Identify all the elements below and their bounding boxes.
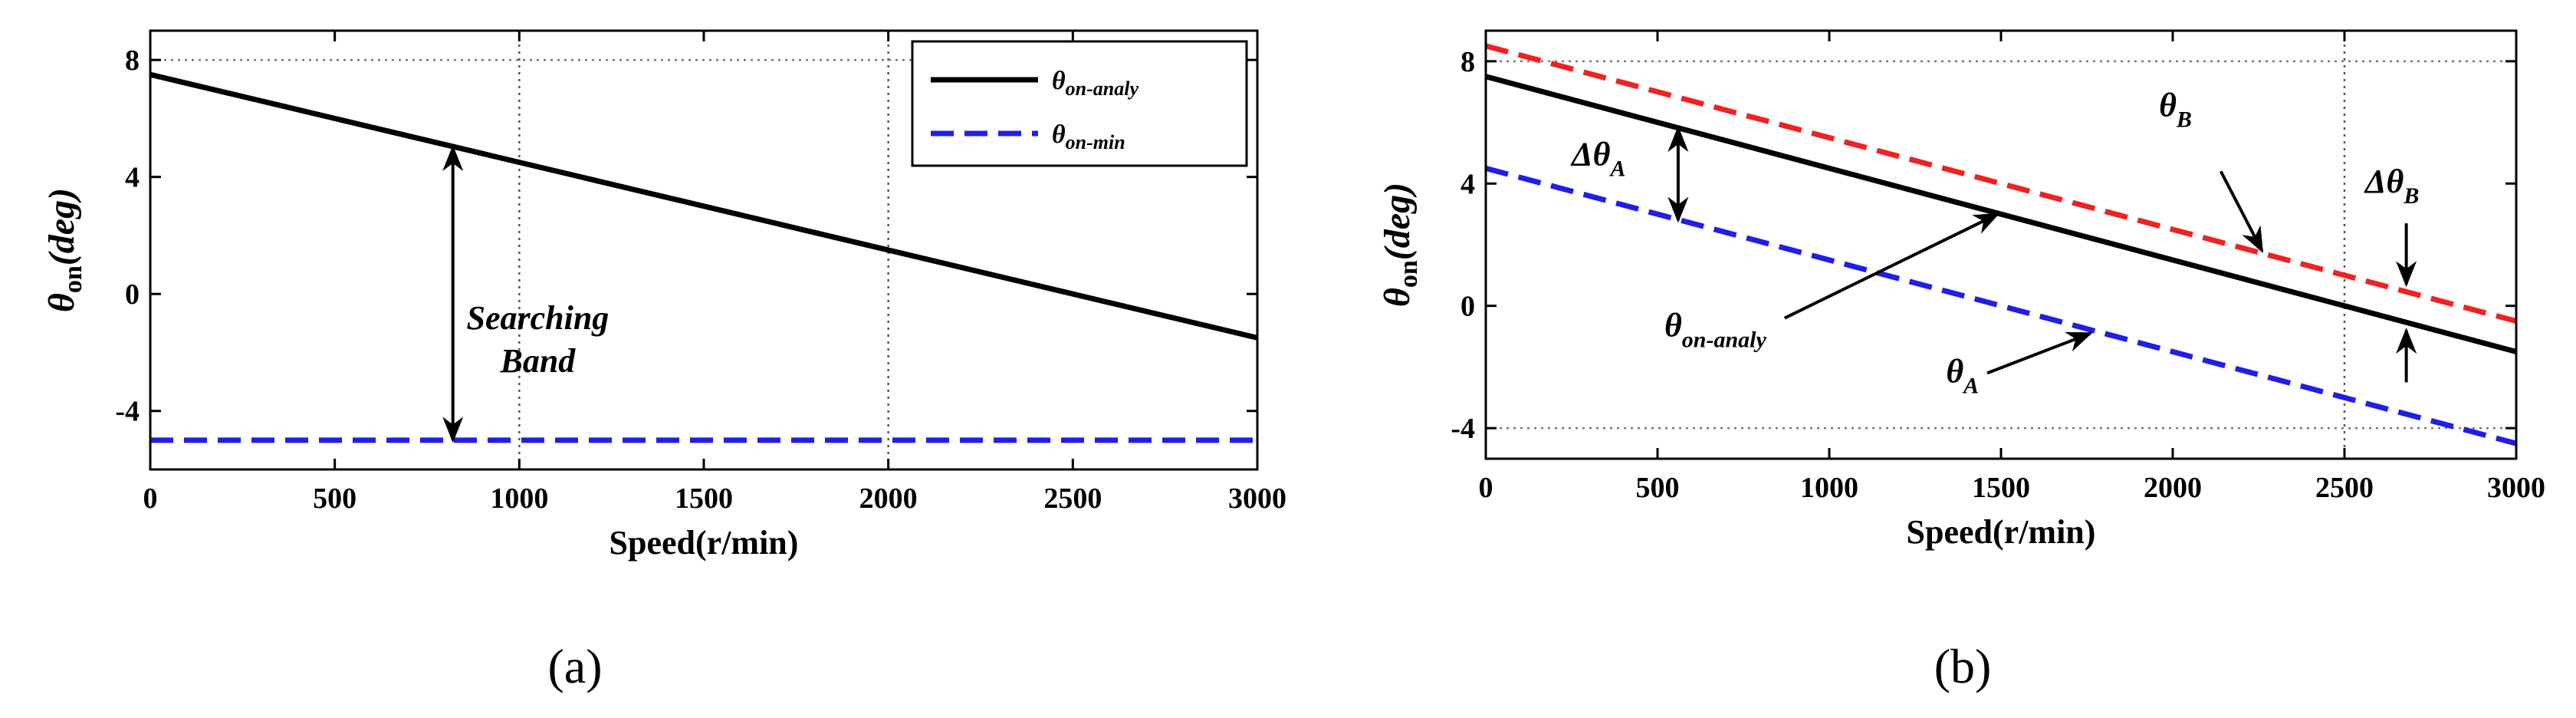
annotation-text: θA bbox=[1946, 352, 1979, 398]
plot-frame bbox=[1484, 29, 2518, 460]
chart-b: 0 500 1000 1500 2000 2500 3000-4048Speed(r/min… bbox=[1377, 29, 2545, 693]
y-tick-label: 0 bbox=[1460, 291, 1475, 323]
panel-label: (a) bbox=[547, 639, 602, 693]
annotation-text: ΔθA bbox=[1570, 135, 1625, 181]
annotation-text: θon-analy bbox=[1664, 307, 1767, 353]
x-tick-label: 2500 bbox=[2315, 472, 2374, 504]
annotation-text: Searching Band bbox=[466, 299, 609, 380]
legend-box bbox=[911, 40, 1248, 167]
y-tick-label: -4 bbox=[115, 396, 140, 428]
annotation-arrow bbox=[1783, 212, 2000, 320]
legend-entry-on-analy: θon-analy bbox=[1052, 67, 1138, 100]
x-tick-label: 3000 bbox=[1228, 483, 1286, 515]
panel-label: (b) bbox=[1934, 639, 1992, 693]
y-tick-label: 0 bbox=[125, 278, 140, 311]
legend-entry-on-min: θon-min bbox=[1052, 120, 1125, 153]
y-tick-label: -4 bbox=[1451, 413, 1475, 445]
y-tick-label: 8 bbox=[125, 44, 140, 77]
annotation-arrow bbox=[1986, 331, 2093, 375]
x-tick-label: 500 bbox=[1636, 472, 1680, 504]
series-line-B bbox=[1485, 43, 2517, 324]
series-line-A bbox=[1485, 165, 2517, 446]
x-tick-label: 2000 bbox=[2144, 472, 2202, 504]
series-line-on-analy bbox=[150, 71, 1258, 341]
x-tick-label: 2000 bbox=[859, 483, 918, 515]
x-axis-label: Speed(r/min) bbox=[1907, 513, 2096, 551]
y-axis-label: θon(deg) bbox=[41, 188, 87, 312]
annotation-arrow bbox=[2219, 170, 2264, 253]
annotation-text: θB bbox=[2159, 87, 2192, 133]
y-tick-label: 4 bbox=[1460, 168, 1475, 200]
series-line-on-analy bbox=[1485, 74, 2517, 354]
y-tick-label: 4 bbox=[125, 162, 140, 194]
x-tick-label: 500 bbox=[313, 483, 356, 515]
x-tick-label: 0 bbox=[143, 483, 158, 515]
annotation-text: ΔθB bbox=[2364, 163, 2419, 209]
x-tick-label: 1000 bbox=[1800, 472, 1858, 504]
x-axis-label: Speed(r/min) bbox=[610, 524, 799, 562]
y-axis-label: θon(deg) bbox=[1377, 183, 1423, 307]
x-tick-label: 1500 bbox=[675, 483, 733, 515]
x-tick-label: 1000 bbox=[490, 483, 548, 515]
chart-a: 0 500 1000 1500 2000 2500 3000 -4 0 4 8 Speed(r/min… bbox=[41, 29, 1286, 693]
x-tick-label: 3000 bbox=[2487, 472, 2545, 504]
x-tick-label: 2500 bbox=[1043, 483, 1102, 515]
x-tick-label: 0 bbox=[1479, 472, 1493, 504]
y-tick-label: 8 bbox=[1460, 46, 1475, 78]
x-tick-label: 1500 bbox=[1972, 472, 2030, 504]
